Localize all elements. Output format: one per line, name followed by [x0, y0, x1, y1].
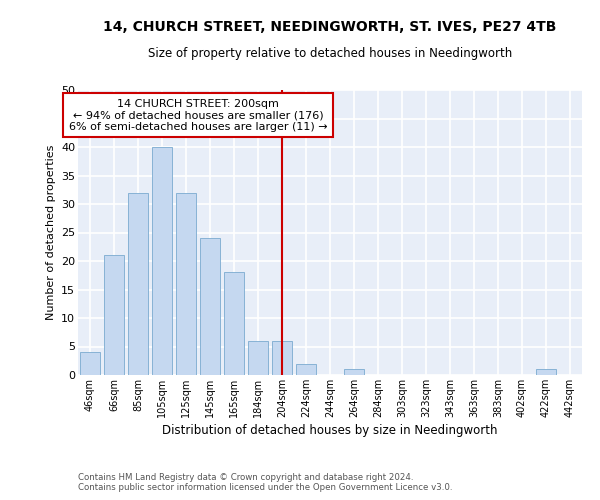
Text: Contains HM Land Registry data © Crown copyright and database right 2024.: Contains HM Land Registry data © Crown c… [78, 472, 413, 482]
Y-axis label: Number of detached properties: Number of detached properties [46, 145, 56, 320]
X-axis label: Distribution of detached houses by size in Needingworth: Distribution of detached houses by size … [162, 424, 498, 437]
Bar [152, 147, 172, 375]
Bar [272, 341, 292, 375]
Text: 14 CHURCH STREET: 200sqm
← 94% of detached houses are smaller (176)
6% of semi-d: 14 CHURCH STREET: 200sqm ← 94% of detach… [68, 98, 328, 132]
Bar [248, 341, 268, 375]
Bar [344, 370, 364, 375]
Text: Size of property relative to detached houses in Needingworth: Size of property relative to detached ho… [148, 48, 512, 60]
Bar [104, 256, 124, 375]
Bar [536, 370, 556, 375]
Text: Contains public sector information licensed under the Open Government Licence v3: Contains public sector information licen… [78, 482, 452, 492]
Bar [176, 192, 196, 375]
Bar [224, 272, 244, 375]
Bar [296, 364, 316, 375]
Bar [80, 352, 100, 375]
Text: 14, CHURCH STREET, NEEDINGWORTH, ST. IVES, PE27 4TB: 14, CHURCH STREET, NEEDINGWORTH, ST. IVE… [103, 20, 557, 34]
Bar [200, 238, 220, 375]
Bar [128, 192, 148, 375]
